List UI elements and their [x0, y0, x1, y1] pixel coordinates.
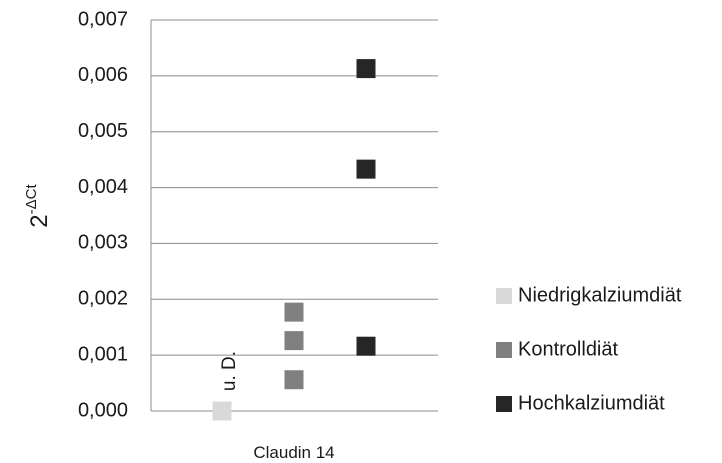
- legend-item: Kontrolldiät: [496, 338, 619, 360]
- legend-label: Hochkalziumdiät: [518, 392, 665, 414]
- legend-item: Niedrigkalziumdiät: [496, 284, 682, 306]
- legend-swatch: [496, 342, 512, 358]
- data-point: [284, 302, 304, 322]
- svg-text:2-ΔCt: 2-ΔCt: [23, 183, 53, 227]
- y-tick-label: 0,001: [78, 343, 128, 365]
- y-axis-label-superscript: -ΔCt: [23, 183, 40, 214]
- y-tick-label: 0,003: [78, 232, 128, 254]
- data-point: [356, 159, 376, 179]
- legend-label: Kontrolldiät: [518, 338, 619, 360]
- data-point: [356, 59, 376, 79]
- data-point: [212, 401, 232, 421]
- legend-swatch: [496, 396, 512, 412]
- data-point: [356, 336, 376, 356]
- y-tick-label: 0,007: [78, 8, 128, 30]
- y-tick-labels: 0,000 0,001 0,002 0,003 0,004 0,005 0,006 0,007: [78, 8, 128, 421]
- data-points: [212, 59, 376, 421]
- y-tick-label: 0,000: [78, 399, 128, 421]
- legend-label: Niedrigkalziumdiät: [518, 284, 682, 306]
- y-axis-label-base: 2: [26, 214, 53, 227]
- x-category-label: Claudin 14: [253, 443, 334, 462]
- annotation-not-detected: u. D.: [219, 351, 240, 391]
- data-point: [284, 331, 304, 351]
- legend-swatch: [496, 288, 512, 304]
- y-tick-label: 0,004: [78, 176, 128, 198]
- y-tick-label: 0,006: [78, 64, 128, 86]
- legend: Niedrigkalziumdiät Kontrolldiät Hochkalziu…: [496, 284, 682, 414]
- y-tick-label: 0,002: [78, 288, 128, 310]
- y-tick-label: 0,005: [78, 120, 128, 142]
- legend-item: Hochkalziumdiät: [496, 392, 665, 414]
- y-axis-label: 2-ΔCt: [23, 183, 53, 227]
- gridlines: [151, 19, 438, 412]
- data-point: [284, 370, 304, 390]
